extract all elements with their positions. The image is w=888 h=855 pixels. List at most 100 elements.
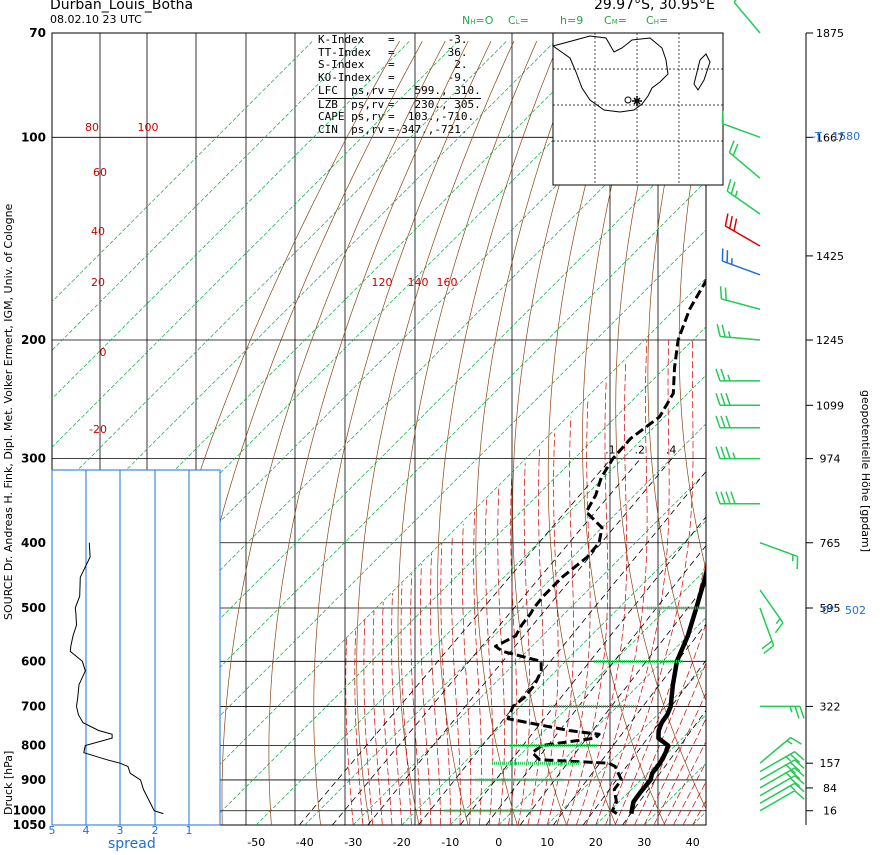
moist-adiabat-line xyxy=(546,416,574,825)
moist-adiabat-line xyxy=(556,399,591,825)
index-value: =-347.,-721. xyxy=(388,122,468,136)
location-map xyxy=(551,32,724,186)
isotherm-line xyxy=(52,40,701,691)
cloud-h: h=9 xyxy=(560,14,584,27)
dry-adiabat-line xyxy=(795,41,888,825)
isotherm-line xyxy=(158,277,706,825)
wind-barb-flag xyxy=(720,393,726,406)
spread-tick-label: 4 xyxy=(83,824,90,837)
wind-barb-flag xyxy=(733,0,737,3)
wind-barb xyxy=(715,491,760,505)
wind-barb xyxy=(759,767,805,789)
wind-barb-flag xyxy=(715,491,721,504)
wind-barb-staff xyxy=(759,790,796,812)
theta-label: 0 xyxy=(100,346,107,359)
moist-adiabat-line xyxy=(381,602,393,825)
index-label: S-Index xyxy=(318,58,365,72)
temperature-tick-label: 10 xyxy=(540,836,554,849)
wind-barb-staff xyxy=(759,607,775,646)
temperature-tick-label: 20 xyxy=(589,836,603,849)
pressure-tick-label: 100 xyxy=(21,130,46,144)
wind-barb xyxy=(759,607,775,655)
index-row: LZB ps,rv = 230., 305. xyxy=(318,98,481,112)
wind-barb-flag xyxy=(720,415,726,429)
freezing-level-label: 0° 502 xyxy=(822,604,866,617)
moist-adiabat-line xyxy=(682,781,706,825)
moist-adiabat-line xyxy=(363,619,373,825)
pressure-tick-label: 700 xyxy=(21,699,46,713)
map-coastline xyxy=(551,35,669,113)
wind-barb-flag xyxy=(794,767,805,777)
isotherm-line xyxy=(52,40,459,448)
dry-adiabat-line xyxy=(874,41,888,825)
height-tick-label: 1667 xyxy=(816,131,844,144)
cloud-cl: CL= xyxy=(508,14,529,27)
wind-barb-flag xyxy=(789,769,801,780)
index-row: CIN ps,rv =-347.,-721. xyxy=(318,122,481,137)
height-tick-label: 322 xyxy=(820,700,841,713)
wind-barb-flag xyxy=(789,753,801,764)
wind-barb-flag xyxy=(794,759,805,769)
wind-barb xyxy=(715,368,760,382)
pressure-tick-label: 800 xyxy=(21,738,46,752)
dry-adiabat-line xyxy=(221,40,446,825)
isotherm-line xyxy=(52,40,604,594)
wind-barb-half xyxy=(785,756,792,762)
wind-barb-staff xyxy=(724,225,761,247)
wind-barb-flag xyxy=(790,736,802,745)
cloud-nh: NH=O xyxy=(462,14,494,27)
wind-barb-flag xyxy=(715,368,721,382)
index-label: K-Index xyxy=(318,33,365,46)
height-tick-label: 1099 xyxy=(816,399,844,412)
index-label: CIN ps,rv xyxy=(318,122,385,136)
moist-adiabat-line xyxy=(634,661,706,825)
spread-axis-label: spread xyxy=(108,836,156,852)
wind-barb-half xyxy=(786,740,793,745)
wind-barb xyxy=(733,0,761,34)
dewpoint-profile xyxy=(494,277,706,815)
isotherm-line xyxy=(52,40,653,642)
pressure-tick-label: 900 xyxy=(21,773,46,787)
wind-barb-flag xyxy=(725,491,731,504)
dry-adiabat-line xyxy=(356,40,515,825)
moist-adiabat-line xyxy=(400,583,412,825)
wind-barb xyxy=(760,705,805,719)
wind-barb-half xyxy=(785,772,792,778)
dry-adiabat-line xyxy=(313,40,492,825)
moist-adiabat-line xyxy=(451,535,461,825)
pressure-tick-label: 70 xyxy=(29,26,46,40)
index-label: LFC ps,rv xyxy=(318,83,385,97)
temperature-tick-label: 30 xyxy=(637,836,651,849)
height-tick-label: 1875 xyxy=(816,27,844,40)
wind-barb-staff xyxy=(759,759,796,781)
moist-adiabat-line xyxy=(420,563,432,825)
moist-adiabat-line xyxy=(440,542,451,825)
wind-barb xyxy=(759,736,802,764)
height-tick-label: 1245 xyxy=(816,334,844,347)
wind-barb xyxy=(724,213,761,247)
tropopause-label: -T 1580 xyxy=(812,130,861,143)
wind-barb-flag xyxy=(724,213,729,227)
mixing-ratio-line xyxy=(622,709,706,825)
isotherm-line xyxy=(52,132,706,788)
wind-barb-flag xyxy=(794,782,805,793)
wind-barb-flag xyxy=(725,415,731,429)
moist-adiabat-line xyxy=(605,339,694,825)
mixing-ratio-label: .1 xyxy=(605,444,616,457)
cloud-ch: CH= xyxy=(646,14,669,27)
pressure-tick-label: 400 xyxy=(21,536,46,550)
wind-barb-flag xyxy=(719,286,723,299)
pressure-axis-label: Druck [hPa] xyxy=(2,750,15,815)
index-value: = -3. xyxy=(388,33,468,46)
dry-adiabat-line xyxy=(397,40,538,825)
wind-barb xyxy=(759,542,799,570)
index-value: = 36. xyxy=(388,45,468,59)
wind-barb xyxy=(759,782,805,804)
theta-label: 80 xyxy=(85,121,99,134)
moist-adiabat-line xyxy=(575,361,628,825)
height-tick-label: 16 xyxy=(823,805,837,818)
mixing-ratio-label: .4 xyxy=(666,444,677,457)
moist-adiabat-line xyxy=(566,380,609,825)
wind-barb-flag xyxy=(720,446,726,459)
wind-barb-flag xyxy=(726,178,732,192)
